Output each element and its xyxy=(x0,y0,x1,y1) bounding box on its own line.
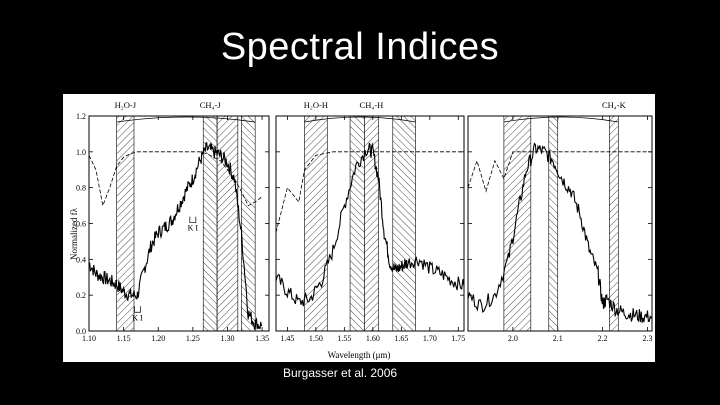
x-tick-label: 1.50 xyxy=(309,334,323,343)
y-tick-label: 0.0 xyxy=(76,327,86,336)
band-label: H₂O-H xyxy=(304,100,328,110)
series-dashed-j xyxy=(88,151,263,208)
band-j-3 xyxy=(241,115,256,332)
band-j-0 xyxy=(116,115,135,332)
series-solid-h xyxy=(275,142,465,307)
x-tick-label: 1.20 xyxy=(151,334,165,343)
x-tick-label: 1.30 xyxy=(220,334,234,343)
band-label: CH₄-H xyxy=(360,100,384,110)
y-tick-label: 0.6 xyxy=(76,220,86,229)
annotation-bracket xyxy=(189,216,197,224)
band-h-3 xyxy=(392,115,416,332)
band-k-1 xyxy=(548,115,559,332)
spectral-figure: H₂O-J CH₄-J 1.10 1.15 1.20 1.25 1.30 1.35 0.0 0.2… xyxy=(63,94,655,362)
series-dashed-k xyxy=(467,151,652,193)
slide-title: Spectral Indices xyxy=(220,26,500,68)
panel-frame xyxy=(467,115,653,332)
x-tick-label: 1.65 xyxy=(394,334,408,343)
x-tick-label: 1.45 xyxy=(280,334,294,343)
band-connector xyxy=(116,116,256,123)
x-tick-label: 2.3 xyxy=(643,334,653,343)
x-tick-label: 1.70 xyxy=(423,334,437,343)
spectral-figure-svg: H₂O-J CH₄-J 1.10 1.15 1.20 1.25 1.30 1.35 0.0 0.2… xyxy=(69,100,653,360)
x-tick-label: 2.2 xyxy=(598,334,608,343)
panel-k: CH₄-K 2.0 2.1 2.2 2.3 xyxy=(467,100,653,343)
figure-caption: Burgasser et al. 2006 xyxy=(283,366,398,380)
y-tick-label: 1.2 xyxy=(76,112,86,121)
annotation-label: K I xyxy=(188,224,199,233)
x-tick-label: 1.35 xyxy=(255,334,269,343)
x-tick-label: 1.75 xyxy=(451,334,465,343)
y-axis-label: Normalized fλ xyxy=(69,207,79,260)
annotation-label: K I xyxy=(132,313,143,322)
x-tick-label: 1.10 xyxy=(82,334,96,343)
x-tick-label: 1.25 xyxy=(186,334,200,343)
x-tick-label: 2.0 xyxy=(508,334,518,343)
band-k-2 xyxy=(609,115,619,332)
band-h-1 xyxy=(349,115,365,332)
x-tick-label: 1.15 xyxy=(117,334,131,343)
y-tick-label: 0.2 xyxy=(76,291,86,300)
band-connector xyxy=(304,116,416,123)
band-label: H₂O-J xyxy=(115,100,137,110)
band-label: CH₄-J xyxy=(200,100,222,110)
band-h-0 xyxy=(304,115,328,332)
annotation-bracket xyxy=(134,306,141,313)
y-tick-label: 1.0 xyxy=(76,148,86,157)
x-tick-label: 1.55 xyxy=(337,334,351,343)
panels-group: H₂O-J CH₄-J 1.10 1.15 1.20 1.25 1.30 1.35 0.0 0.2… xyxy=(76,100,653,343)
series-solid-j xyxy=(89,142,263,330)
x-axis-label: Wavelength (μm) xyxy=(328,350,391,360)
band-j-2 xyxy=(216,115,239,332)
y-tick-label: 0.4 xyxy=(76,255,86,264)
band-k-0 xyxy=(503,115,532,332)
panel-j: H₂O-J CH₄-J 1.10 1.15 1.20 1.25 1.30 1.35 0.0 0.2… xyxy=(76,100,270,343)
band-label: CH₄-K xyxy=(602,100,627,110)
x-tick-label: 1.60 xyxy=(366,334,380,343)
panel-h: H₂O-H CH₄-H 1.45 1.50 1.55 1.60 1.65 1.70 1.75 xyxy=(275,100,465,343)
x-tick-label: 2.1 xyxy=(553,334,563,343)
series-dashed-h xyxy=(275,151,464,233)
series-solid-k xyxy=(467,142,653,323)
y-tick-label: 0.8 xyxy=(76,184,86,193)
band-connector xyxy=(503,116,619,123)
